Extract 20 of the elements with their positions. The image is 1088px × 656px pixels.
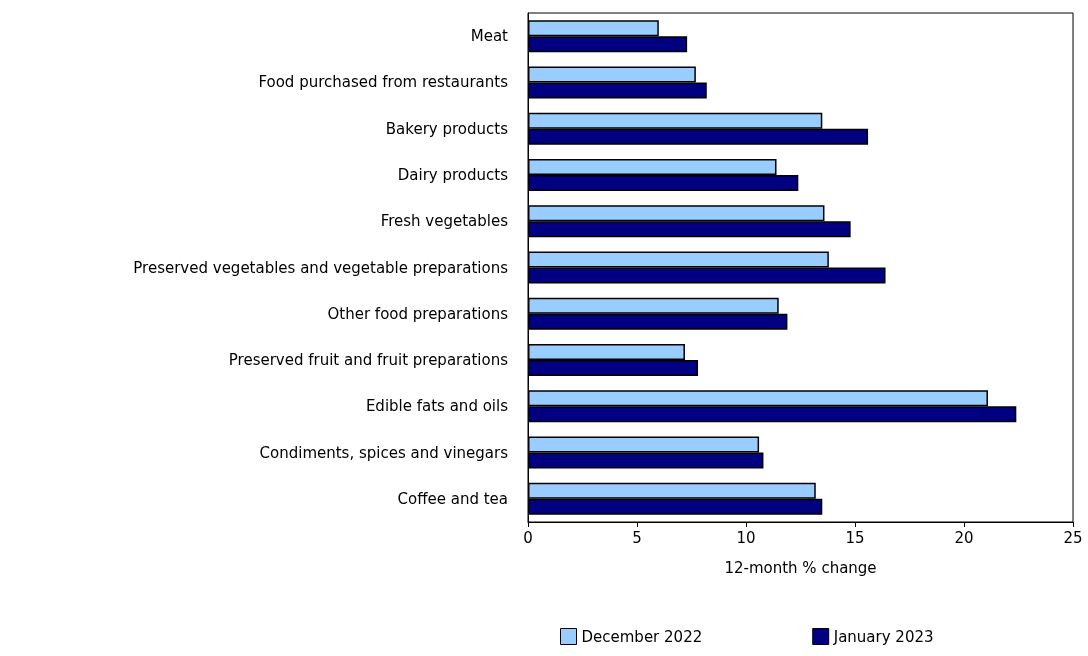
y-tick-label: Meat (470, 27, 509, 46)
y-tick-label: Condiments, spices and vinegars (259, 443, 509, 462)
y-tick-label: Preserved vegetables and vegetable preparations (133, 258, 509, 277)
x-tick-label: 5 (632, 528, 642, 547)
y-tick-label: Fresh vegetables (380, 212, 509, 231)
x-tick-label: 15 (845, 528, 865, 547)
legend-label: January 2023 (832, 627, 934, 646)
y-tick-label: Edible fats and oils (365, 397, 509, 416)
y-tick-label: Bakery products (385, 119, 509, 138)
x-tick-label: 0 (523, 528, 533, 547)
x-tick-label: 25 (1063, 528, 1083, 547)
y-tick-label: Preserved fruit and fruit preparations (228, 351, 509, 370)
y-tick-label: Dairy products (397, 165, 509, 184)
x-tick-label: 10 (736, 528, 756, 547)
y-tick-label: Other food preparations (327, 304, 509, 323)
x-tick-label: 20 (954, 528, 974, 547)
y-tick-label: Coffee and tea (397, 489, 508, 508)
x-axis-title: 12-month % change (724, 558, 877, 577)
legend-label: December 2022 (581, 627, 703, 646)
y-tick-label: Food purchased from restaurants (258, 73, 509, 92)
